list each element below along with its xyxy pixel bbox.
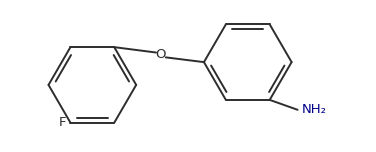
Text: NH₂: NH₂ (302, 103, 327, 116)
Text: O: O (156, 48, 166, 61)
Text: F: F (59, 116, 67, 129)
